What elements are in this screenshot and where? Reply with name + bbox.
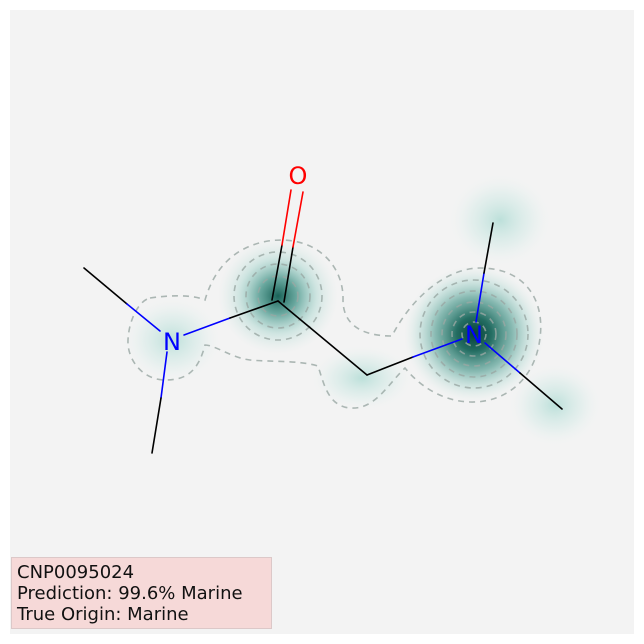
- prediction-text: Prediction: 99.6% Marine: [17, 583, 243, 604]
- atom-nitrogen-2: N: [465, 321, 483, 349]
- bonds: [83, 189, 563, 454]
- bond-ch2-n2-blue: [412, 338, 463, 358]
- weak-blob-ch2: [312, 346, 412, 410]
- contour-carbonyl-1: [233, 251, 323, 341]
- atom-oxygen: O: [289, 162, 308, 190]
- bond-n1-c-blue: [183, 317, 231, 336]
- bond-me2-n1-black: [151, 397, 162, 454]
- contour-n2-3: [441, 301, 507, 367]
- bond-ch2-n2-black: [366, 356, 414, 376]
- weak-blob-methyl-right: [510, 365, 600, 445]
- bond-me1-n1-black: [83, 267, 128, 305]
- bond-n2-me3-black: [483, 222, 494, 274]
- bond-n2-me4-black: [519, 372, 563, 410]
- outer-contour: [127, 239, 542, 409]
- contour-n2-5: [461, 321, 487, 347]
- bond-n1-c-black: [229, 300, 279, 319]
- compound-id: CNP0095024: [17, 562, 135, 583]
- bond-me2-n1-blue: [160, 351, 168, 399]
- weak-blob-n1: [124, 298, 220, 382]
- contour-carbonyl-3: [257, 275, 299, 317]
- contour-carbonyl-2: [245, 263, 311, 329]
- contour-n2-1: [419, 279, 529, 389]
- contour-n2-2: [430, 290, 518, 378]
- bond-c-ch2: [277, 300, 368, 376]
- prediction-info-box: CNP0095024 Prediction: 99.6% Marine True…: [11, 557, 272, 629]
- contour-lines: [127, 239, 542, 409]
- atom-labels: O N N: [163, 162, 483, 356]
- bond-c-o-b-red: [292, 191, 304, 248]
- bond-c-o-a-black: [271, 244, 283, 301]
- bond-c-o-b-black: [283, 246, 294, 303]
- bond-me1-n1-blue: [126, 303, 161, 332]
- bond-n2-me3-blue: [475, 272, 485, 323]
- strong-blob-n2: [404, 266, 544, 402]
- true-origin-text: True Origin: Marine: [17, 604, 189, 625]
- weak-blob-methyl-top: [450, 175, 550, 265]
- atom-nitrogen-1: N: [163, 328, 181, 356]
- contour-n2-4: [451, 311, 497, 357]
- bond-c-o-a-red: [281, 189, 292, 246]
- bond-n2-me4-blue: [484, 342, 521, 374]
